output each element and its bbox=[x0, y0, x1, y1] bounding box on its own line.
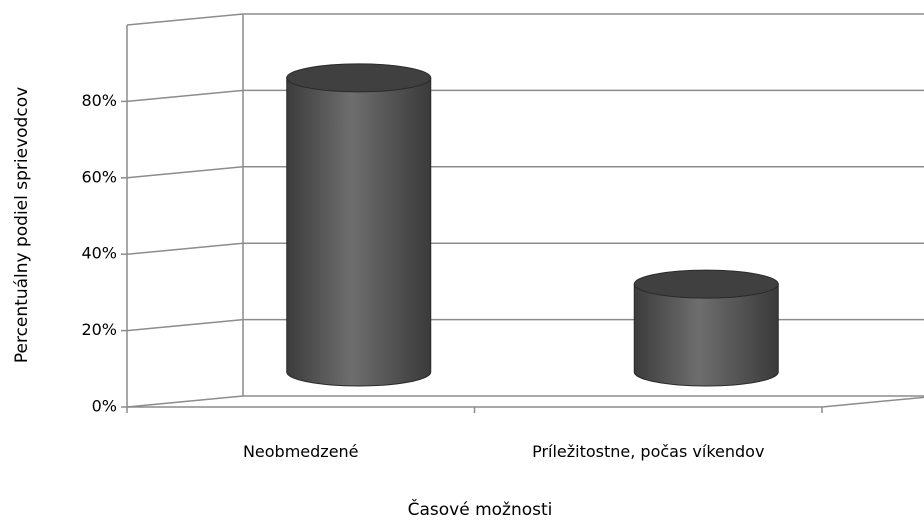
grid-diagonal bbox=[126, 395, 244, 408]
cylinder-body bbox=[633, 283, 779, 387]
grid-diagonal bbox=[126, 166, 244, 179]
x-tick-label: Príležitostne, počas víkendov bbox=[532, 442, 765, 461]
cylinder-top bbox=[286, 63, 432, 93]
grid-diagonal bbox=[126, 89, 244, 103]
y-tick-label: 60% bbox=[81, 167, 117, 186]
grid-diagonal bbox=[126, 318, 244, 332]
y-axis-label: Percentuálny podiel sprievodcov bbox=[12, 87, 32, 363]
grid-diagonal bbox=[126, 242, 244, 255]
y-tick-label: 40% bbox=[81, 244, 117, 263]
y-tick-label: 0% bbox=[92, 397, 117, 416]
x-tick-label: Neobmedzené bbox=[242, 442, 359, 461]
bar bbox=[633, 269, 779, 387]
x-axis-label: Časové možnosti bbox=[408, 498, 553, 520]
y-tick-label: 80% bbox=[81, 91, 117, 110]
floor-right bbox=[821, 396, 924, 408]
left-top bbox=[126, 13, 244, 26]
y-tick-label: 20% bbox=[81, 320, 117, 339]
cylinder-body bbox=[286, 77, 432, 387]
bar bbox=[286, 63, 432, 387]
cylinder-top bbox=[633, 269, 779, 299]
